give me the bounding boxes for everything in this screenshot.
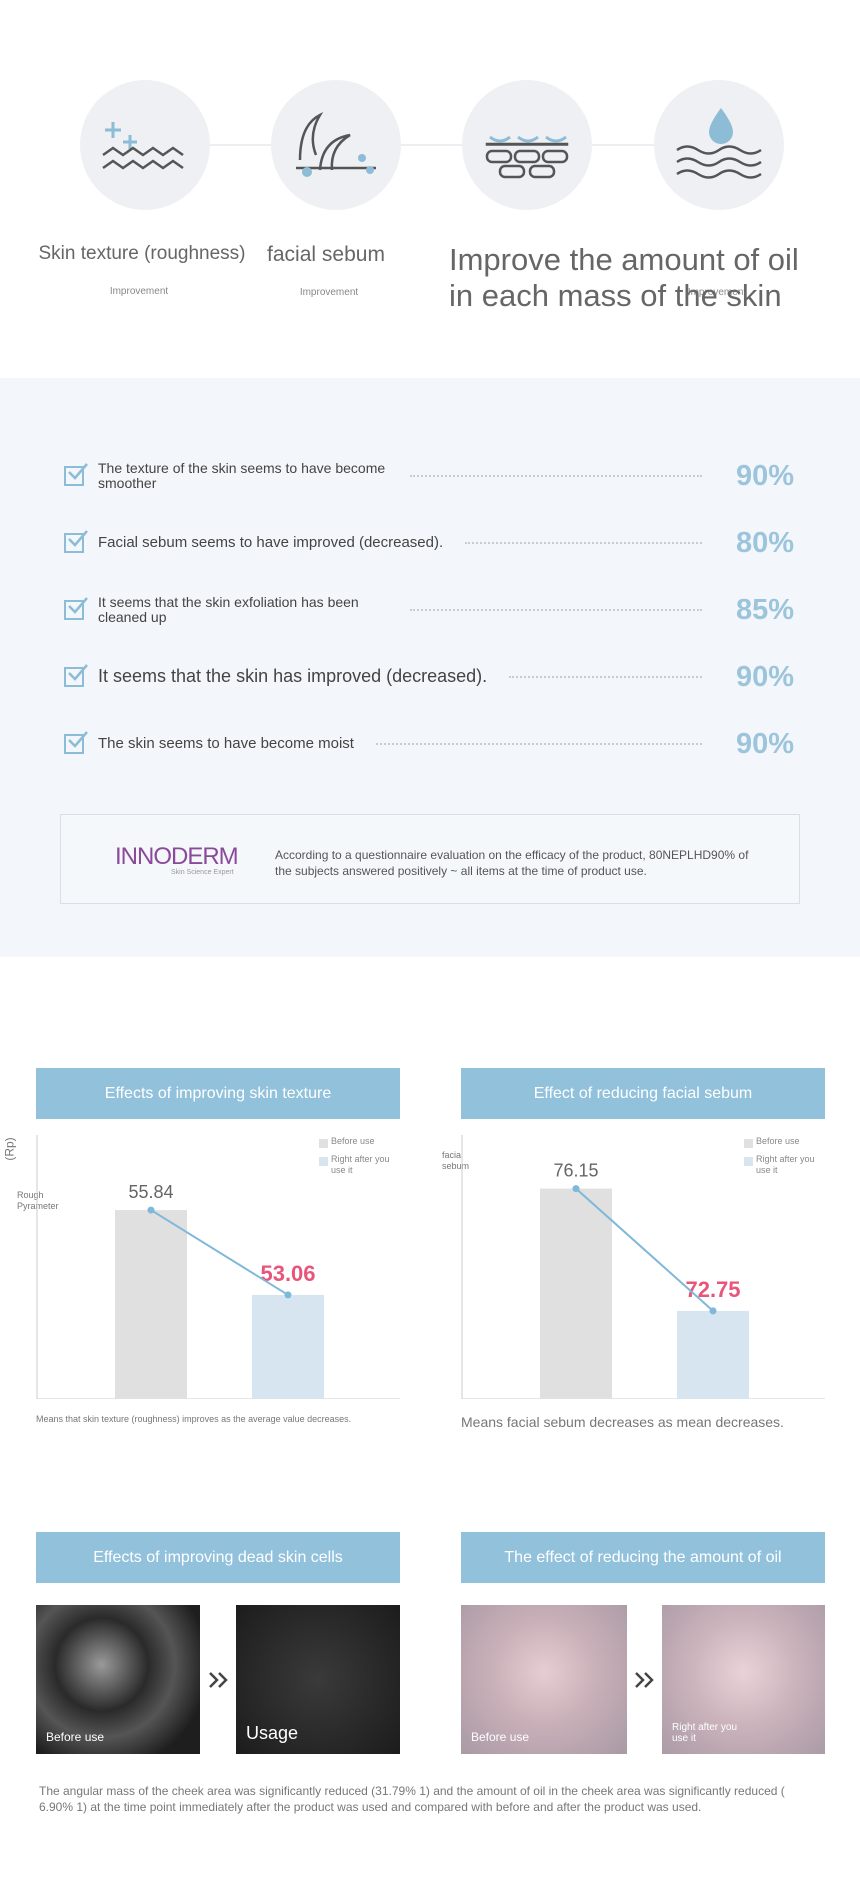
connector-dot [709,1307,717,1315]
bar [252,1294,324,1399]
logo: INNODERM [115,843,239,870]
survey-row: The texture of the skin seems to have be… [64,456,794,496]
check [68,463,88,480]
survey-percent: 90% [735,660,794,693]
photo: Before use [36,1605,200,1754]
survey-text: It seems that the skin has improved (dec… [98,666,488,687]
arrow [635,1672,654,1688]
connector-dot [572,1185,580,1193]
legend-entry: Before use [331,1136,375,1146]
connector-line [150,1209,289,1296]
dotted-leader [509,676,702,678]
photo-label: Before use [471,1730,530,1744]
check-icon [64,664,88,687]
chart-note: Means that skin texture (roughness) impr… [36,1414,352,1424]
survey-section: The texture of the skin seems to have be… [0,378,860,957]
photo-label: Right after you use it [672,1722,738,1744]
bar [677,1310,749,1399]
photo-label: Before use [46,1730,105,1744]
legend-entry: Before use [756,1136,800,1146]
survey-row: It seems that the skin has improved (dec… [64,657,794,697]
survey-row: It seems that the skin exfoliation has b… [64,590,794,630]
check [68,530,88,547]
legend-text: Right after you use it [756,1154,815,1175]
check-icon [64,597,88,620]
survey-row: The skin seems to have become moist 90% [64,724,794,764]
feature-sub: Improvement [109,286,169,297]
survey-text: The texture of the skin seems to have be… [98,459,386,491]
check [68,597,88,614]
feature-label: Improve the amount of oil in each mass o… [449,242,799,313]
check-icon [64,731,88,754]
dotted-leader [375,743,702,745]
bar [540,1188,612,1399]
y-axis-label: Rough Pyrameter [17,1190,59,1211]
legend-entry: Right after you use it [756,1154,815,1175]
value-label: 53.06 [260,1261,315,1286]
photo: Right after you use it [662,1605,825,1754]
value-label: 55.84 [128,1182,173,1202]
value-label: 72.75 [685,1277,740,1302]
legend-swatch [744,1157,753,1166]
check-icon [64,463,88,486]
logo-sub: Skin Science Expert [171,869,234,876]
feature-label: facial sebum [267,243,385,266]
photo-title: Effects of improving dead skin cells [36,1532,400,1583]
legend-text: Right after you use it [331,1154,390,1175]
chart-title: Effect of reducing facial sebum [461,1068,825,1119]
survey-percent: 90% [735,727,794,760]
survey-note: According to a questionnaire evaluation … [275,848,749,878]
bar [115,1210,187,1399]
check [68,664,88,681]
legend-text: Before use [331,1136,375,1146]
legend-swatch [319,1157,328,1166]
feature-sub: Improvement [687,287,747,298]
y-axis-unit: (Rp) [2,1137,17,1161]
feature-label: Skin texture (roughness) [38,243,246,264]
legend-text: Before use [756,1136,800,1146]
connector-dot [284,1291,292,1299]
survey-text: Facial sebum seems to have improved (dec… [98,533,444,551]
survey-row: Facial sebum seems to have improved (dec… [64,523,794,563]
check [68,731,88,748]
photo: Usage [236,1605,400,1754]
survey-percent: 80% [735,526,794,559]
survey-percent: 90% [735,459,794,492]
survey-percent: 85% [735,593,794,626]
photo-label: Usage [246,1723,299,1743]
legend-entry: Right after you use it [331,1154,390,1175]
photo: Before use [461,1605,627,1754]
photo-title: The effect of reducing the amount of oil [461,1532,825,1583]
chart-title: Effects of improving skin texture [36,1068,400,1119]
y-axis-label: facial sebum [442,1150,470,1171]
legend-swatch [744,1139,753,1148]
feature-icons [80,80,784,210]
logo-box: INNODERM Skin Science Expert According t… [60,814,800,904]
footer-note: The angular mass of the cheek area was s… [39,1784,785,1814]
connector-dot [147,1206,155,1214]
dotted-leader [410,609,702,611]
feature-sub: Improvement [299,287,359,298]
value-label: 76.15 [553,1161,598,1181]
legend-swatch [319,1139,328,1148]
survey-text: It seems that the skin exfoliation has b… [98,593,359,625]
dotted-leader [465,542,702,544]
connector-line [575,1187,714,1312]
chart-note: Means facial sebum decreases as mean dec… [461,1414,784,1430]
check-icon [64,530,88,553]
dotted-leader [410,475,702,477]
chart: 76.15 Before use 72.75 Right after you use … [461,1135,825,1399]
arrow [209,1672,228,1688]
survey-text: The skin seems to have become moist [98,734,354,752]
chart: 55.84 Before use 53.06 Right after you use … [36,1135,400,1399]
